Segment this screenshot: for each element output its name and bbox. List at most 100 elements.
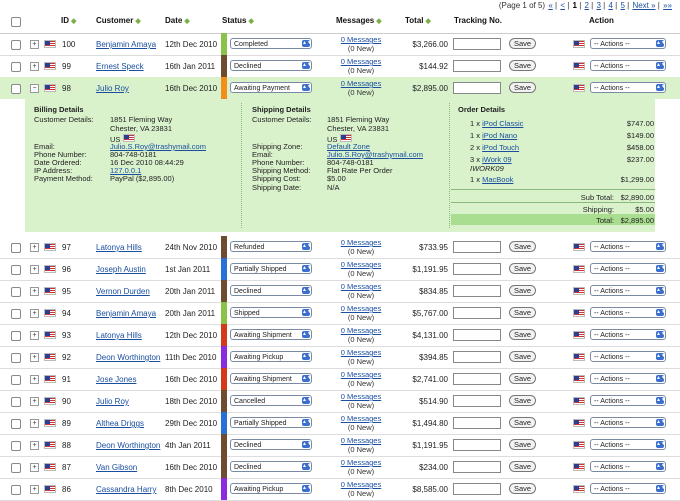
customer-link[interactable]: Julio Roy — [96, 397, 129, 406]
save-button[interactable]: Save — [509, 329, 537, 340]
messages-link[interactable]: 0 Messages — [340, 458, 382, 467]
actions-select[interactable]: -- Actions -- ▲▼ — [590, 285, 666, 296]
status-select[interactable]: Awaiting Shipment ▲▼ — [230, 373, 312, 384]
row-checkbox[interactable] — [11, 485, 21, 495]
expand-icon[interactable]: + — [30, 265, 39, 274]
actions-select[interactable]: -- Actions -- ▲▼ — [590, 461, 666, 472]
customer-link[interactable]: Benjamin Amaya — [96, 309, 157, 318]
messages-link[interactable]: 0 Messages — [340, 304, 382, 313]
expand-icon[interactable]: + — [30, 40, 39, 49]
row-checkbox[interactable] — [11, 463, 21, 473]
customer-link[interactable]: Deon Worthington — [96, 441, 161, 450]
save-button[interactable]: Save — [509, 373, 537, 384]
tracking-number-input[interactable] — [453, 60, 501, 72]
customer-link[interactable]: Latonya Hills — [96, 331, 142, 340]
col-date-header[interactable]: Date ◆ — [165, 16, 190, 25]
actions-select[interactable]: -- Actions -- ▲▼ — [590, 241, 666, 252]
messages-link[interactable]: 0 Messages — [340, 260, 382, 269]
col-messages-header[interactable]: Messages ◆ — [336, 16, 382, 25]
messages-link[interactable]: 0 Messages — [340, 436, 382, 445]
status-select[interactable]: Awaiting Shipment ▲▼ — [230, 329, 312, 340]
messages-link[interactable]: 0 Messages — [340, 57, 382, 66]
expand-icon[interactable]: + — [30, 287, 39, 296]
actions-select[interactable]: -- Actions -- ▲▼ — [590, 439, 666, 450]
tracking-number-input[interactable] — [453, 285, 501, 297]
status-select[interactable]: Partially Shipped ▲▼ — [230, 263, 312, 274]
col-total-header[interactable]: Total ◆ — [405, 16, 431, 25]
item-link[interactable]: iPod Nano — [482, 131, 518, 140]
save-button[interactable]: Save — [509, 417, 537, 428]
page-link-2[interactable]: 2 — [584, 1, 589, 10]
page-link-4[interactable]: 4 — [608, 1, 613, 10]
status-select[interactable]: Declined ▲▼ — [230, 285, 312, 296]
actions-select[interactable]: -- Actions -- ▲▼ — [590, 417, 666, 428]
row-checkbox[interactable] — [11, 397, 21, 407]
expand-icon[interactable]: + — [30, 62, 39, 71]
row-checkbox[interactable] — [11, 243, 21, 253]
tracking-number-input[interactable] — [453, 483, 501, 495]
save-button[interactable]: Save — [509, 351, 537, 362]
customer-link[interactable]: Julio Roy — [96, 84, 129, 93]
row-checkbox[interactable] — [11, 353, 21, 363]
expand-icon[interactable]: + — [30, 485, 39, 494]
expand-icon[interactable]: + — [30, 419, 39, 428]
customer-link[interactable]: Ernest Speck — [96, 62, 144, 71]
tracking-number-input[interactable] — [453, 395, 501, 407]
expand-icon[interactable]: + — [30, 375, 39, 384]
save-button[interactable]: Save — [509, 483, 537, 494]
messages-link[interactable]: 0 Messages — [340, 370, 382, 379]
actions-select[interactable]: -- Actions -- ▲▼ — [590, 263, 666, 274]
messages-link[interactable]: 0 Messages — [340, 238, 382, 247]
save-button[interactable]: Save — [509, 285, 537, 296]
customer-link[interactable]: Cassandra Harry — [96, 485, 157, 494]
tracking-number-input[interactable] — [453, 307, 501, 319]
last-page-link[interactable]: »» — [663, 1, 672, 10]
row-checkbox[interactable] — [11, 84, 21, 94]
row-checkbox[interactable] — [11, 331, 21, 341]
expand-icon[interactable]: + — [30, 441, 39, 450]
save-button[interactable]: Save — [509, 263, 537, 274]
customer-link[interactable]: Jose Jones — [96, 375, 137, 384]
expand-icon[interactable]: + — [30, 243, 39, 252]
item-link[interactable]: iWork 09 — [482, 155, 512, 164]
customer-link[interactable]: Deon Worthington — [96, 353, 161, 362]
actions-select[interactable]: -- Actions -- ▲▼ — [590, 483, 666, 494]
customer-link[interactable]: Joseph Austin — [96, 265, 146, 274]
item-link[interactable]: iPod Touch — [482, 143, 520, 152]
col-id-header[interactable]: ID ◆ — [61, 16, 77, 25]
status-select[interactable]: Awaiting Pickup ▲▼ — [230, 483, 312, 494]
status-select[interactable]: Awaiting Pickup ▲▼ — [230, 351, 312, 362]
first-page-link[interactable]: « — [548, 1, 553, 10]
status-select[interactable]: Cancelled ▲▼ — [230, 395, 312, 406]
row-checkbox[interactable] — [11, 265, 21, 275]
actions-select[interactable]: -- Actions -- ▲▼ — [590, 307, 666, 318]
messages-link[interactable]: 0 Messages — [340, 282, 382, 291]
tracking-number-input[interactable] — [453, 241, 501, 253]
customer-link[interactable]: Latonya Hills — [96, 243, 142, 252]
save-button[interactable]: Save — [509, 395, 537, 406]
col-status-header[interactable]: Status ◆ — [222, 16, 254, 25]
tracking-number-input[interactable] — [453, 82, 501, 94]
tracking-number-input[interactable] — [453, 329, 501, 341]
save-button[interactable]: Save — [509, 60, 537, 71]
tracking-number-input[interactable] — [453, 373, 501, 385]
select-all-checkbox[interactable] — [11, 17, 21, 27]
page-link-1[interactable]: 1 — [572, 1, 577, 10]
item-link[interactable]: MacBook — [482, 175, 514, 184]
messages-link[interactable]: 0 Messages — [340, 414, 382, 423]
customer-link[interactable]: Althea Driggs — [96, 419, 145, 428]
item-link[interactable]: iPod Classic — [482, 119, 524, 128]
page-link-3[interactable]: 3 — [596, 1, 601, 10]
save-button[interactable]: Save — [509, 439, 537, 450]
tracking-number-input[interactable] — [453, 417, 501, 429]
col-customer-header[interactable]: Customer ◆ — [96, 16, 141, 25]
save-button[interactable]: Save — [509, 241, 537, 252]
tracking-number-input[interactable] — [453, 263, 501, 275]
save-button[interactable]: Save — [509, 38, 537, 49]
actions-select[interactable]: -- Actions -- ▲▼ — [590, 60, 666, 71]
messages-link[interactable]: 0 Messages — [340, 480, 382, 489]
status-select[interactable]: Completed ▲▼ — [230, 38, 312, 49]
actions-select[interactable]: -- Actions -- ▲▼ — [590, 395, 666, 406]
expand-icon[interactable]: + — [30, 463, 39, 472]
customer-link[interactable]: Van Gibson — [96, 463, 138, 472]
